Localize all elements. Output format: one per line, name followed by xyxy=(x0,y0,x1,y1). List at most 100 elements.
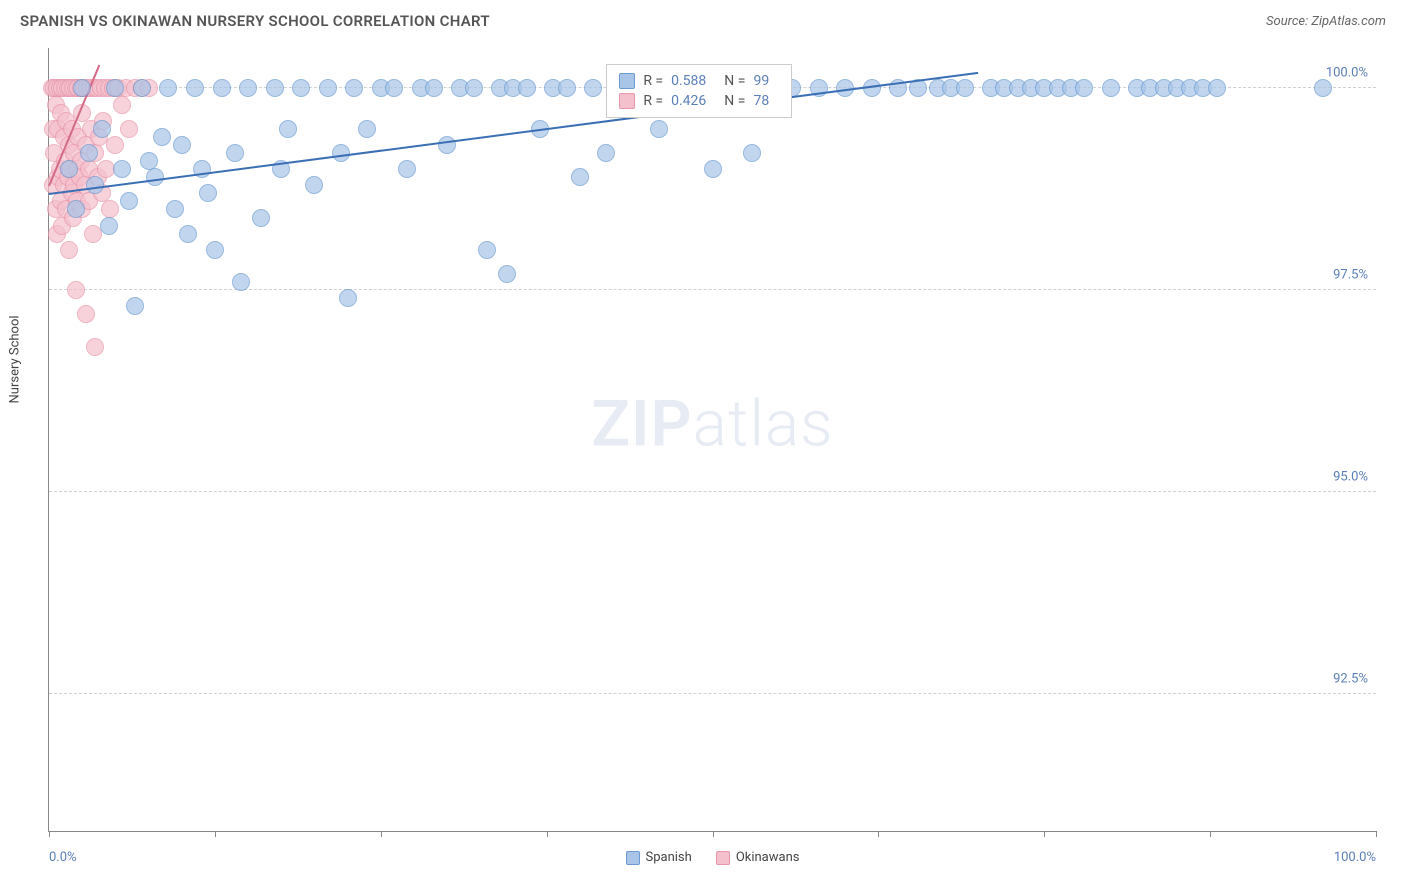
n-label: N = xyxy=(724,93,745,109)
scatter-point xyxy=(279,120,297,138)
bottom-legend: Spanish Okinawans xyxy=(626,850,800,865)
legend-swatch xyxy=(626,851,640,865)
scatter-point xyxy=(358,120,376,138)
x-tick xyxy=(1376,831,1377,837)
y-axis-title: Nursery School xyxy=(8,315,23,403)
scatter-point xyxy=(584,79,602,97)
scatter-point xyxy=(398,160,416,178)
scatter-point xyxy=(252,209,270,227)
scatter-point xyxy=(166,200,184,218)
scatter-point xyxy=(186,79,204,97)
x-tick xyxy=(1044,831,1045,837)
y-tick-label: 95.0% xyxy=(1333,469,1368,484)
scatter-point xyxy=(60,160,78,178)
chart-plot-area: Nursery School ZIPatlas 0.0% 100.0% Span… xyxy=(48,48,1376,832)
scatter-point xyxy=(305,176,323,194)
scatter-point xyxy=(80,144,98,162)
stats-legend-row: R = 0.588 N = 99 xyxy=(619,71,779,91)
scatter-point xyxy=(67,200,85,218)
gridline xyxy=(49,693,1376,694)
scatter-point xyxy=(292,79,310,97)
r-value: 0.588 xyxy=(671,73,706,89)
legend-swatch xyxy=(619,93,635,109)
scatter-point xyxy=(106,136,124,154)
scatter-point xyxy=(67,281,85,299)
scatter-point xyxy=(120,192,138,210)
r-label: R = xyxy=(643,93,663,109)
scatter-point xyxy=(425,79,443,97)
scatter-point xyxy=(345,79,363,97)
scatter-point xyxy=(213,79,231,97)
scatter-point xyxy=(133,79,151,97)
chart-title: SPANISH VS OKINAWAN NURSERY SCHOOL CORRE… xyxy=(20,12,490,30)
y-tick-label: 97.5% xyxy=(1333,268,1368,283)
x-tick xyxy=(381,831,382,837)
scatter-point xyxy=(100,217,118,235)
scatter-point xyxy=(179,225,197,243)
bottom-legend-item: Okinawans xyxy=(716,850,800,865)
scatter-point xyxy=(650,120,668,138)
scatter-point xyxy=(206,241,224,259)
n-label: N = xyxy=(724,73,745,89)
scatter-point xyxy=(199,184,217,202)
legend-swatch xyxy=(716,851,730,865)
scatter-point xyxy=(339,289,357,307)
scatter-point xyxy=(60,241,78,259)
y-tick-label: 92.5% xyxy=(1333,671,1368,686)
scatter-point xyxy=(498,265,516,283)
x-tick xyxy=(49,831,50,837)
legend-label: Spanish xyxy=(646,850,692,865)
scatter-point xyxy=(146,168,164,186)
scatter-point xyxy=(86,338,104,356)
scatter-point xyxy=(226,144,244,162)
scatter-point xyxy=(332,144,350,162)
legend-swatch xyxy=(619,73,635,89)
scatter-point xyxy=(1075,79,1093,97)
scatter-point xyxy=(153,128,171,146)
scatter-point xyxy=(239,79,257,97)
scatter-point xyxy=(743,144,761,162)
scatter-point xyxy=(571,168,589,186)
stats-legend-row: R = 0.426 N = 78 xyxy=(619,91,779,111)
scatter-point xyxy=(385,79,403,97)
r-value: 0.426 xyxy=(671,93,706,109)
scatter-point xyxy=(597,144,615,162)
x-axis-min-label: 0.0% xyxy=(49,850,77,865)
x-axis-max-label: 100.0% xyxy=(1334,850,1376,865)
scatter-point xyxy=(106,79,124,97)
scatter-point xyxy=(73,79,91,97)
scatter-point xyxy=(159,79,177,97)
scatter-point xyxy=(232,273,250,291)
bottom-legend-item: Spanish xyxy=(626,850,692,865)
gridline xyxy=(49,491,1376,492)
scatter-point xyxy=(77,305,95,323)
x-tick xyxy=(1210,831,1211,837)
scatter-point xyxy=(126,297,144,315)
x-tick xyxy=(215,831,216,837)
scatter-point xyxy=(1314,79,1332,97)
scatter-point xyxy=(1208,79,1226,97)
scatter-point xyxy=(113,160,131,178)
scatter-point xyxy=(93,120,111,138)
gridline xyxy=(49,289,1376,290)
scatter-point xyxy=(113,96,131,114)
scatter-point xyxy=(558,79,576,97)
n-value: 99 xyxy=(753,73,769,89)
scatter-point xyxy=(518,79,536,97)
scatter-point xyxy=(956,79,974,97)
stats-legend: R = 0.588 N = 99 R = 0.426 N = 78 xyxy=(606,64,792,118)
scatter-point xyxy=(319,79,337,97)
scatter-point xyxy=(120,120,138,138)
x-tick xyxy=(547,831,548,837)
scatter-point xyxy=(173,136,191,154)
scatter-point xyxy=(478,241,496,259)
r-label: R = xyxy=(643,73,663,89)
x-tick xyxy=(878,831,879,837)
scatter-point xyxy=(465,79,483,97)
n-value: 78 xyxy=(753,93,769,109)
watermark: ZIPatlas xyxy=(591,386,833,461)
x-tick xyxy=(713,831,714,837)
scatter-point xyxy=(1102,79,1120,97)
y-tick-label: 100.0% xyxy=(1326,66,1368,81)
scatter-point xyxy=(266,79,284,97)
